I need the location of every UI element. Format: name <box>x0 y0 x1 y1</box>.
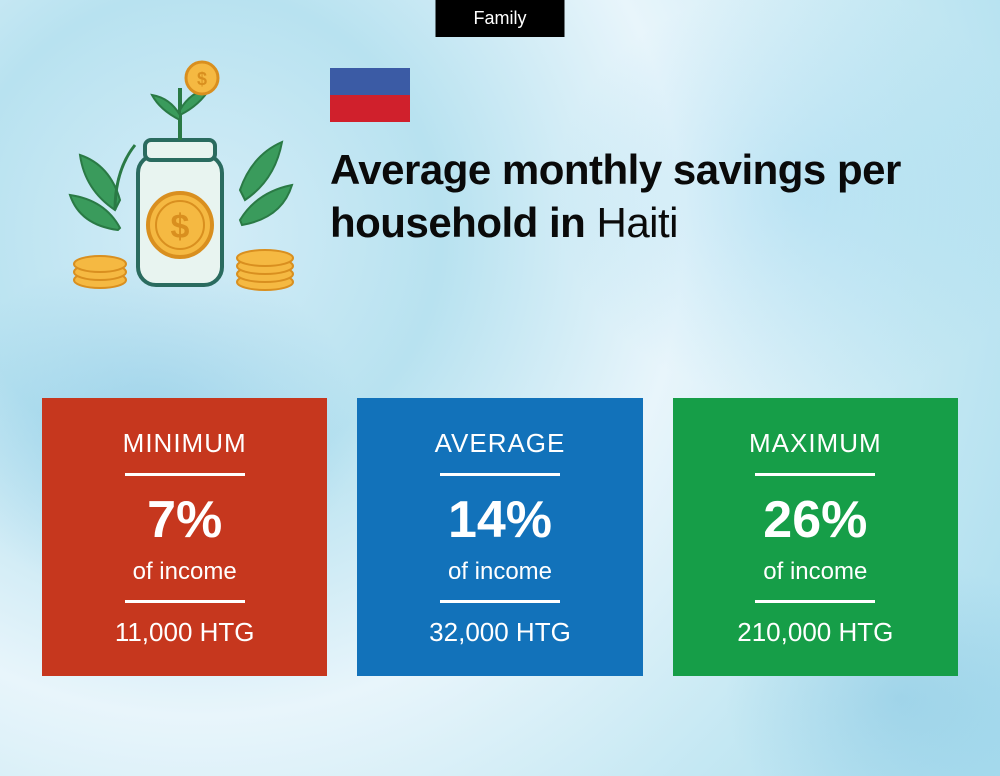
divider <box>755 473 875 476</box>
divider <box>440 473 560 476</box>
card-amount: 11,000 HTG <box>62 617 307 648</box>
title-block: Average monthly savings per household in… <box>330 60 970 249</box>
divider <box>440 600 560 603</box>
card-percent: 7% <box>62 490 307 550</box>
page-title: Average monthly savings per household in… <box>330 144 970 249</box>
title-country: Haiti <box>596 199 678 246</box>
divider <box>755 600 875 603</box>
card-subtext: of income <box>377 558 622 586</box>
header-row: $ $ Average monthly savings per househol… <box>60 60 970 300</box>
stat-cards: MINIMUM 7% of income 11,000 HTG AVERAGE … <box>42 398 958 676</box>
divider <box>125 473 245 476</box>
card-percent: 26% <box>693 490 938 550</box>
stat-card-maximum: MAXIMUM 26% of income 210,000 HTG <box>673 398 958 676</box>
svg-text:$: $ <box>171 208 190 246</box>
card-label: MAXIMUM <box>693 428 938 459</box>
svg-text:$: $ <box>197 69 207 89</box>
savings-jar-illustration: $ $ <box>60 60 300 300</box>
card-subtext: of income <box>693 558 938 586</box>
stat-card-minimum: MINIMUM 7% of income 11,000 HTG <box>42 398 327 676</box>
card-label: MINIMUM <box>62 428 307 459</box>
card-subtext: of income <box>62 558 307 586</box>
country-flag <box>330 68 410 122</box>
flag-bottom-stripe <box>330 95 410 122</box>
card-amount: 32,000 HTG <box>377 617 622 648</box>
card-label: AVERAGE <box>377 428 622 459</box>
card-percent: 14% <box>377 490 622 550</box>
card-amount: 210,000 HTG <box>693 617 938 648</box>
category-tag: Family <box>436 0 565 37</box>
divider <box>125 600 245 603</box>
flag-top-stripe <box>330 68 410 95</box>
stat-card-average: AVERAGE 14% of income 32,000 HTG <box>357 398 642 676</box>
